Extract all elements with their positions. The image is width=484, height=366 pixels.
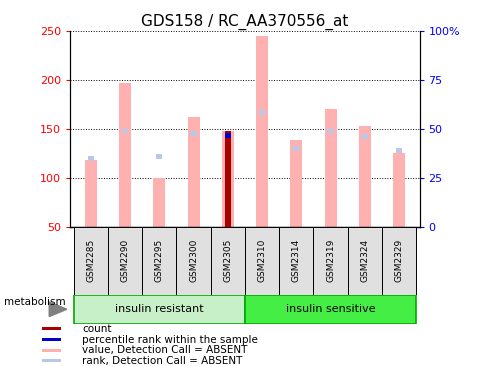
Text: GSM2295: GSM2295 <box>154 239 164 283</box>
Bar <box>293 146 299 151</box>
Text: insulin sensitive: insulin sensitive <box>285 304 375 314</box>
Bar <box>392 153 404 227</box>
Text: GSM2290: GSM2290 <box>121 239 129 283</box>
Bar <box>88 156 94 161</box>
Bar <box>210 227 244 295</box>
Bar <box>42 349 60 352</box>
Bar <box>290 140 302 227</box>
Text: count: count <box>82 324 111 334</box>
Bar <box>119 83 131 227</box>
Text: GSM2324: GSM2324 <box>360 239 368 282</box>
Bar <box>381 227 415 295</box>
Bar <box>327 128 333 134</box>
Bar <box>358 126 370 227</box>
Bar <box>187 117 199 227</box>
Text: metabolism: metabolism <box>3 297 65 307</box>
Bar <box>256 36 268 227</box>
Text: GSM2310: GSM2310 <box>257 239 266 283</box>
Text: GSM2305: GSM2305 <box>223 239 232 283</box>
Bar <box>42 359 60 362</box>
Bar <box>244 227 279 295</box>
Bar <box>244 295 415 324</box>
Bar <box>108 227 142 295</box>
Bar <box>85 160 97 227</box>
Bar <box>190 131 196 137</box>
Bar <box>313 227 347 295</box>
Bar <box>279 227 313 295</box>
Bar <box>42 338 60 341</box>
Bar <box>156 154 162 159</box>
Polygon shape <box>49 302 67 317</box>
Text: insulin resistant: insulin resistant <box>115 304 203 314</box>
Text: GSM2319: GSM2319 <box>325 239 334 283</box>
Text: GSM2329: GSM2329 <box>393 239 403 283</box>
Bar <box>258 110 265 115</box>
Bar <box>176 227 210 295</box>
Text: value, Detection Call = ABSENT: value, Detection Call = ABSENT <box>82 345 247 355</box>
Bar <box>395 148 401 153</box>
Bar <box>142 227 176 295</box>
Bar <box>361 134 367 139</box>
Text: rank, Detection Call = ABSENT: rank, Detection Call = ABSENT <box>82 356 242 366</box>
Text: GSM2300: GSM2300 <box>189 239 197 283</box>
Bar <box>347 227 381 295</box>
Bar <box>42 328 60 330</box>
Text: GSM2285: GSM2285 <box>86 239 95 283</box>
Bar <box>221 131 233 227</box>
Text: percentile rank within the sample: percentile rank within the sample <box>82 335 257 344</box>
Bar <box>324 109 336 227</box>
Bar <box>224 141 230 146</box>
Bar <box>153 178 165 227</box>
Bar <box>74 227 108 295</box>
Bar <box>122 128 128 134</box>
Bar <box>224 131 230 227</box>
Bar <box>224 134 230 138</box>
Title: GDS158 / RC_AA370556_at: GDS158 / RC_AA370556_at <box>141 14 348 30</box>
Text: GSM2314: GSM2314 <box>291 239 300 283</box>
Bar <box>74 295 244 324</box>
